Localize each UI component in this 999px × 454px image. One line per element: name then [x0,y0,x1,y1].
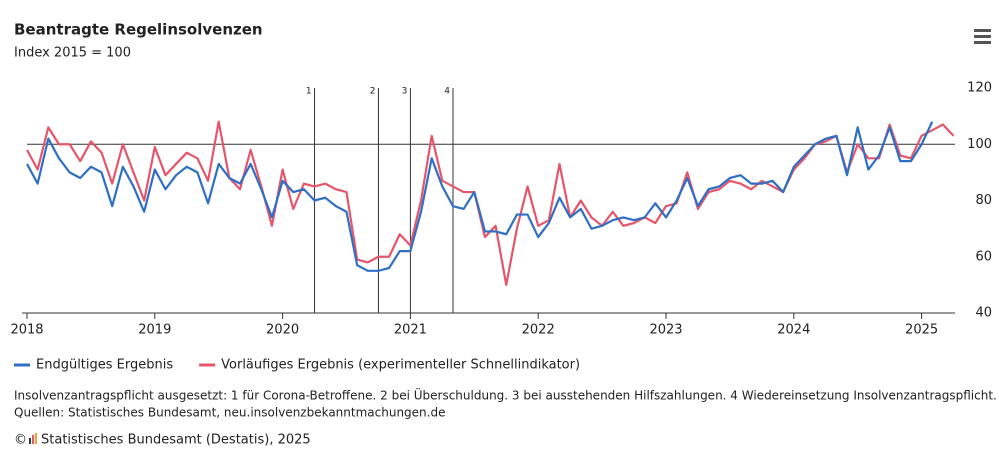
x-tick-label: 2020 [266,323,299,338]
menu-icon[interactable] [974,29,991,44]
chart-title: Beantragte Regelinsolvenzen [14,21,263,39]
legend-label: Vorläufiges Ergebnis (experimenteller Sc… [221,358,580,373]
x-tick-label: 2019 [138,323,171,338]
x-tick-label: 2021 [394,323,427,338]
series-line [26,121,934,272]
x-tick-label: 2018 [10,323,43,338]
x-tick-label: 2023 [649,323,682,338]
destatis-logo [29,433,37,444]
source: Quellen: Statistisches Bundesamt, neu.in… [14,406,445,420]
legend-label: Endgültiges Ergebnis [36,358,173,373]
copyright-sign: © [14,433,27,448]
menu-bar [974,29,991,32]
annotation-label: 3 [402,87,408,97]
x-tick-label: 2022 [522,323,555,338]
y-tick-label: 100 [967,137,992,152]
menu-bar [974,35,991,38]
copyright: Statistisches Bundesamt (Destatis), 2025 [41,433,311,448]
menu-bar [974,41,991,44]
chart-subtitle: Index 2015 = 100 [14,46,131,61]
annotation-label: 1 [306,87,312,97]
note: Insolvenzantragspflicht ausgesetzt: 1 fü… [14,387,997,403]
annotation-label: 4 [444,87,450,97]
x-tick-label: 2025 [905,323,938,338]
y-tick-label: 40 [975,306,992,321]
x-tick-label: 2024 [777,323,810,338]
y-tick-label: 80 [975,193,992,208]
y-tick-label: 120 [967,81,992,96]
annotation-label: 2 [370,87,376,97]
y-tick-label: 60 [975,249,992,264]
